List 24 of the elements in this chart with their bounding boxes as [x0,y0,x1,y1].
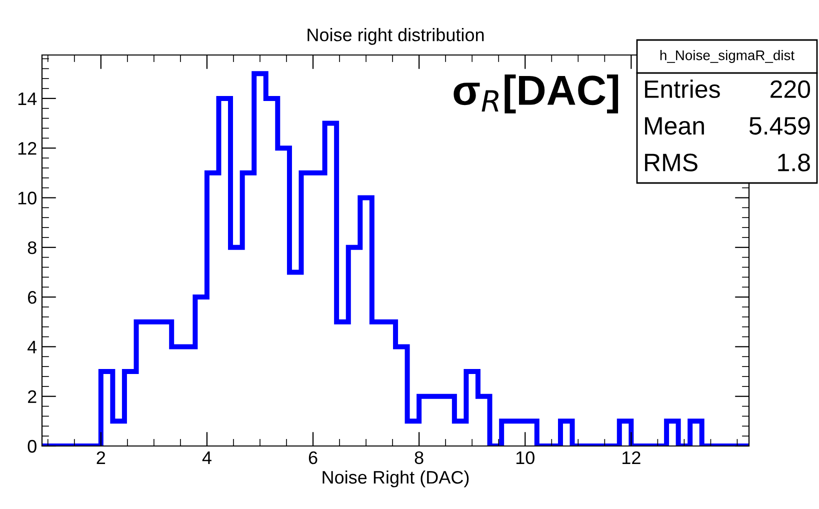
y-tick-label: 4 [28,340,37,354]
x-tick-label: 12 [622,451,640,464]
annotation: Mean [645,117,704,135]
annotation: h_Noise_sigmaR_dist [660,50,794,63]
annotation: σ$_{R}$[DAC] [454,74,618,114]
annotation: Entries [645,80,720,98]
text: 220 [770,80,810,98]
x-tick-label: 2 [96,451,106,464]
text: 5.459 [749,117,810,135]
x-tick-label: 6 [308,451,318,464]
text: 1.8 [778,154,810,172]
annotation: RMS [645,154,698,172]
y-tick-label: 6 [28,290,36,304]
x-tick-label: 8 [414,451,424,464]
x-axis-title: Noise Right (DAC) [322,470,469,488]
x-tick-label: 4 [202,452,212,464]
y-tick-label: 10 [18,192,36,204]
y-tick-label: 0 [28,440,36,453]
y-tick-label: 12 [18,142,36,155]
x-tick-label: 10 [516,451,534,464]
chart-title: Noise right distribution [308,28,484,45]
y-tick-label: 14 [18,92,37,105]
y-tick-label: 8 [28,241,36,254]
y-tick-label: 2 [28,390,36,403]
